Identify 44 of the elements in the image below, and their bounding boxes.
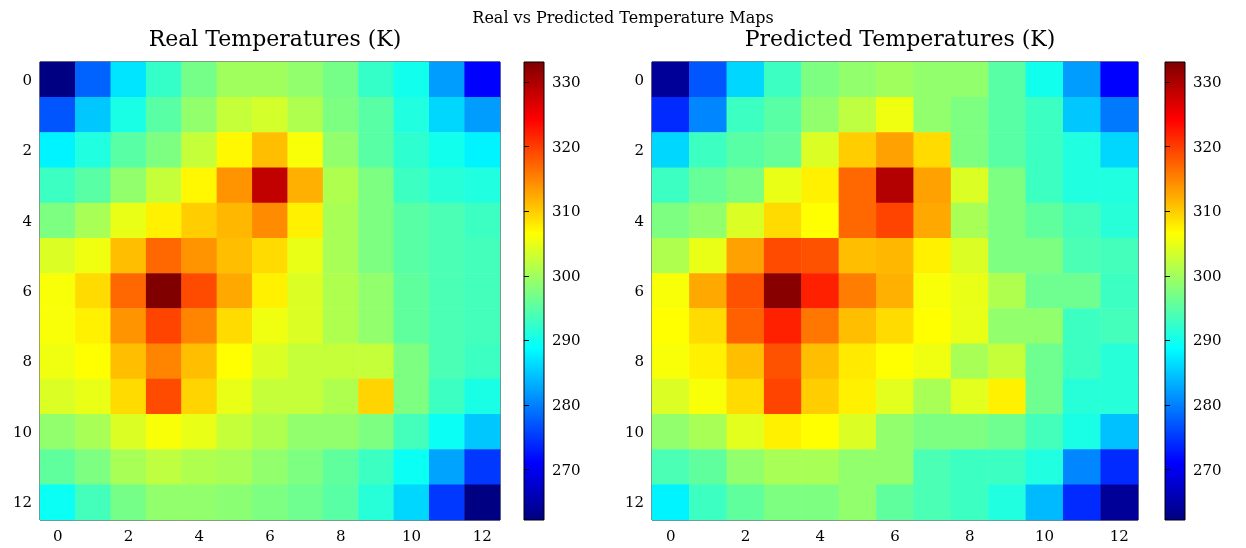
y-tick-label: 2: [22, 141, 32, 160]
color-bar-label: 330: [1193, 73, 1222, 92]
color-bar-label: 300: [1193, 266, 1222, 285]
y-tick-label: 6: [22, 282, 32, 300]
y-tick-label: 6: [634, 282, 644, 300]
y-tick-label: 4: [22, 211, 32, 230]
y-tick-label: 4: [634, 211, 644, 230]
x-tick-label: 2: [123, 526, 134, 545]
x-tick-label: 12: [472, 526, 492, 545]
y-tick-label: 0: [634, 70, 644, 89]
color-bar-label: 280: [552, 396, 581, 415]
color-bar-label: 310: [552, 202, 581, 221]
color-bar-label: 300: [552, 266, 581, 285]
x-tick-label: 4: [194, 526, 204, 545]
color-bar-label: 290: [552, 331, 581, 350]
chart-title: Real Temperatures (K): [148, 25, 402, 51]
color-bar-label: 320: [552, 137, 581, 156]
y-tick-label: 2: [634, 141, 644, 160]
x-tick-label: 6: [890, 526, 900, 545]
x-tick-label: 2: [740, 526, 751, 545]
color-bar-label: 270: [1193, 460, 1222, 479]
x-tick-label: 10: [401, 526, 422, 545]
color-bar-label: 320: [1193, 137, 1222, 156]
color-bar-label: 280: [1193, 396, 1222, 415]
color-bar-label: 290: [1193, 331, 1222, 350]
y-tick-label: 10: [624, 422, 644, 441]
y-tick-label: 0: [22, 70, 32, 89]
y-tick-label: 12: [12, 493, 32, 512]
y-tick-label: 10: [12, 422, 32, 441]
x-tick-label: 8: [336, 526, 346, 545]
x-tick-label: 12: [1109, 526, 1129, 545]
x-tick-label: 10: [1034, 526, 1055, 545]
color-bar-label: 330: [552, 73, 581, 92]
x-tick-label: 6: [265, 526, 275, 545]
y-tick-label: 8: [634, 352, 644, 371]
x-tick-label: 0: [52, 526, 63, 545]
x-tick-label: 0: [665, 526, 676, 545]
x-tick-label: 4: [815, 526, 825, 545]
y-tick-label: 12: [624, 493, 644, 512]
x-tick-label: 8: [965, 526, 975, 545]
color-bar-label: 270: [552, 460, 581, 479]
color-bar-label: 310: [1193, 202, 1222, 221]
text: Real vs Predicted Temperature Maps: [471, 8, 775, 27]
y-tick-label: 8: [22, 352, 32, 371]
